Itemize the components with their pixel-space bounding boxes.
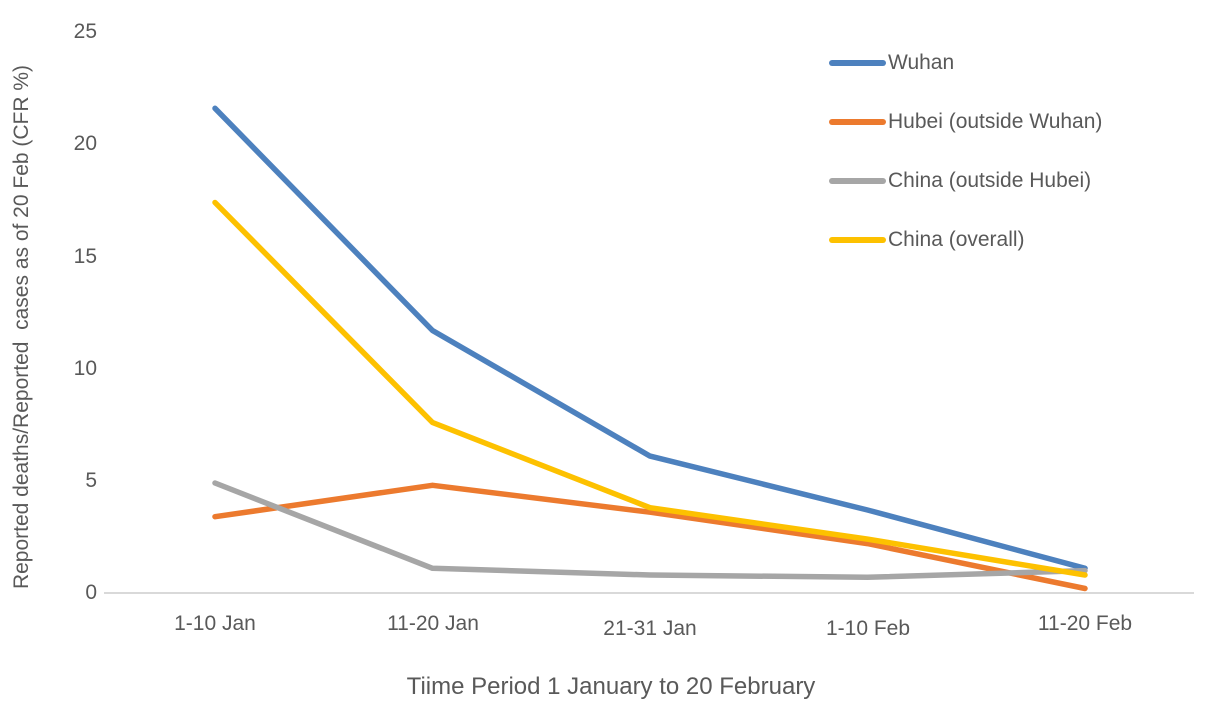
legend-label-hubei-outside-wuhan: Hubei (outside Wuhan) xyxy=(888,110,1103,133)
y-tick-0: 0 xyxy=(85,581,97,604)
x-axis-title: Tiime Period 1 January to 20 February xyxy=(406,673,816,700)
legend-label-china-overall: China (overall) xyxy=(888,228,1025,251)
legend-item-hubei-outside-wuhan: Hubei (outside Wuhan) xyxy=(829,109,1102,135)
legend-swatch-china-overall xyxy=(829,237,886,243)
series-line-china-overall xyxy=(212,199,1088,578)
y-tick-20: 20 xyxy=(73,132,97,155)
legend-swatch-hubei-outside-wuhan xyxy=(829,119,886,125)
series-line-china-outside-hubei xyxy=(212,480,1088,581)
legend-label-wuhan: Wuhan xyxy=(888,51,955,74)
legend-item-china-outside-hubei: China (outside Hubei) xyxy=(829,168,1091,194)
x-tick-21-31-jan: 21-31 Jan xyxy=(603,617,697,640)
legend-item-china-overall: China (overall) xyxy=(829,227,1025,253)
legend-swatch-wuhan xyxy=(829,60,886,66)
y-tick-10: 10 xyxy=(73,357,97,380)
y-tick-15: 15 xyxy=(73,245,97,268)
series-line-hubei-outside-wuhan xyxy=(212,482,1088,592)
x-tick-11-20-feb: 11-20 Feb xyxy=(1037,612,1133,635)
y-tick-25: 25 xyxy=(73,20,97,43)
legend-item-wuhan: Wuhan xyxy=(829,50,954,76)
x-tick-1-10-jan: 1-10 Jan xyxy=(174,612,256,635)
series-line-wuhan xyxy=(212,105,1088,572)
y-axis-title: Reported deaths/Reported cases as of 20 … xyxy=(10,64,33,590)
y-tick-5: 5 xyxy=(85,469,97,492)
x-tick-11-20-jan: 11-20 Jan xyxy=(387,612,479,635)
x-tick-1-10-feb: 1-10 Feb xyxy=(825,617,911,640)
legend-swatch-china-outside-hubei xyxy=(829,178,886,184)
legend-label-china-outside-hubei: China (outside Hubei) xyxy=(888,169,1092,192)
